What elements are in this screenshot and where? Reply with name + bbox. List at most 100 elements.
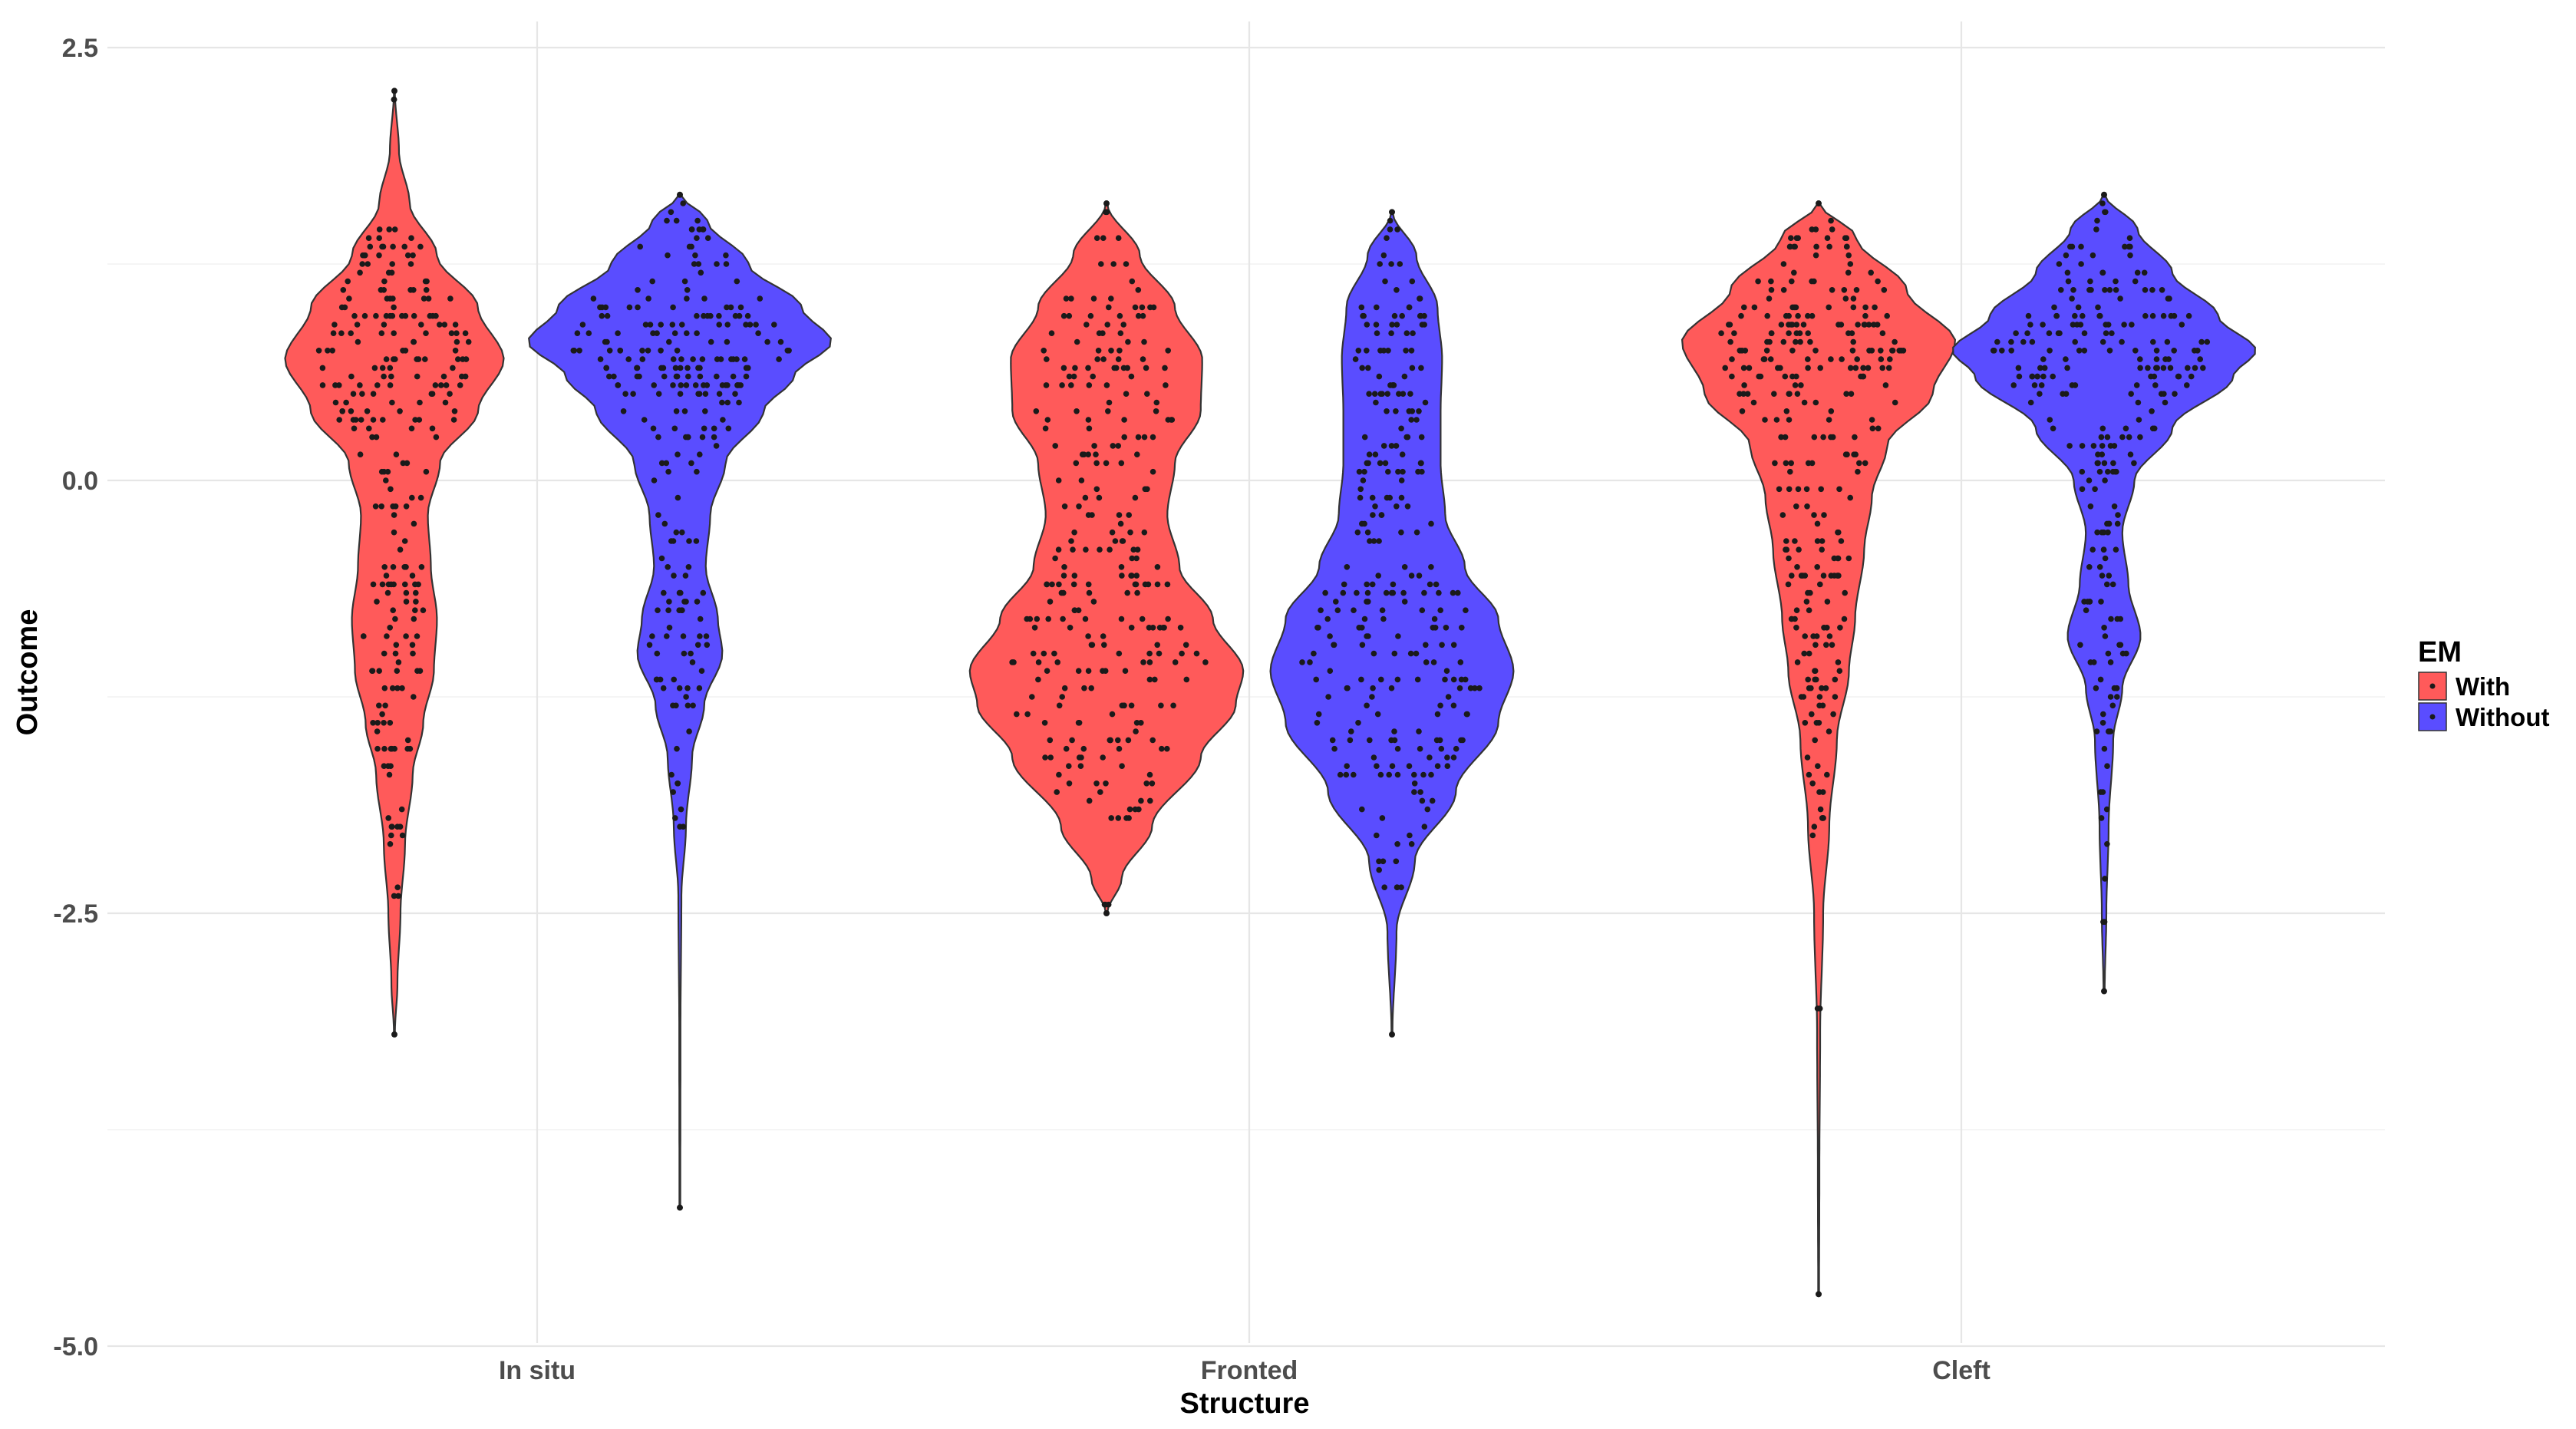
data-point: [1103, 209, 1110, 216]
data-point: [1829, 226, 1836, 233]
data-point: [1014, 711, 1020, 718]
data-point: [670, 702, 676, 709]
data-point: [1098, 261, 1104, 267]
data-point: [1128, 573, 1134, 579]
data-point: [1729, 356, 1735, 362]
data-point: [1044, 668, 1051, 674]
data-point: [1786, 486, 1793, 493]
data-point: [685, 373, 691, 380]
data-point: [2104, 841, 2110, 847]
data-point: [1074, 338, 1080, 345]
data-point: [686, 538, 692, 544]
data-point: [1177, 625, 1184, 631]
data-point: [696, 685, 703, 691]
data-point: [2086, 564, 2093, 570]
data-point: [1817, 365, 1823, 371]
data-point: [1361, 520, 1367, 527]
data-point: [2109, 330, 2115, 337]
data-point: [391, 304, 397, 311]
data-point: [374, 599, 380, 605]
data-point: [1801, 399, 1808, 406]
data-point: [1134, 589, 1140, 596]
data-point: [438, 382, 444, 388]
data-point: [1814, 564, 1820, 570]
data-point: [1393, 408, 1399, 414]
data-point: [694, 330, 700, 337]
data-point: [451, 408, 458, 414]
data-point: [1729, 373, 1735, 380]
data-point: [370, 720, 376, 726]
data-point: [2087, 659, 2094, 665]
data-point: [1839, 356, 1845, 362]
data-point: [617, 348, 623, 354]
data-point: [2126, 235, 2133, 242]
data-point: [376, 252, 382, 259]
data-point: [1801, 650, 1807, 657]
data-point: [689, 659, 696, 665]
x-axis-ticks: In situ Fronted Cleft: [499, 1356, 1991, 1385]
data-point: [697, 451, 703, 457]
data-point: [2110, 460, 2116, 467]
data-point: [442, 399, 449, 406]
data-point: [2096, 468, 2103, 475]
data-point: [1311, 650, 1317, 657]
data-point: [2100, 546, 2107, 553]
data-point: [1360, 312, 1366, 319]
data-point: [376, 226, 383, 233]
data-point: [1413, 529, 1420, 536]
data-point: [1761, 356, 1768, 362]
data-point: [1141, 434, 1148, 441]
data-point: [1803, 599, 1810, 605]
data-point: [1727, 338, 1733, 345]
data-point: [716, 322, 722, 328]
data-point: [681, 408, 688, 414]
data-point: [2184, 382, 2190, 388]
data-point: [332, 399, 339, 406]
data-point: [1800, 694, 1807, 700]
data-point: [1824, 625, 1830, 631]
data-point: [1153, 408, 1159, 414]
data-point: [692, 252, 698, 259]
data-point: [1364, 322, 1370, 328]
data-point: [361, 312, 368, 319]
data-point: [1369, 694, 1375, 700]
data-point: [2065, 278, 2072, 285]
data-point: [1811, 434, 1818, 441]
data-point: [2185, 365, 2191, 371]
data-point: [1398, 884, 1404, 890]
data-point: [681, 599, 688, 605]
data-point: [699, 434, 706, 441]
data-point: [2127, 243, 2133, 250]
data-point: [1398, 477, 1405, 483]
data-point: [425, 295, 432, 302]
data-point: [694, 312, 700, 319]
data-point: [637, 243, 643, 250]
data-point: [2093, 685, 2099, 691]
data-point: [1318, 607, 1324, 613]
data-point: [1804, 754, 1811, 761]
data-point: [713, 443, 720, 449]
data-point: [1066, 373, 1073, 380]
data-point: [1033, 408, 1040, 414]
data-point: [385, 815, 392, 821]
data-point: [2008, 348, 2014, 354]
data-point: [1738, 312, 1744, 319]
data-point: [1835, 573, 1842, 579]
data-point: [374, 745, 381, 752]
data-point: [1059, 382, 1065, 388]
data-point: [1357, 494, 1364, 501]
data-point: [1152, 676, 1158, 683]
data-point: [404, 737, 411, 744]
data-point: [655, 391, 662, 397]
data-point: [2109, 702, 2116, 709]
data-point: [1359, 806, 1365, 813]
data-point: [1370, 538, 1377, 544]
data-point: [1377, 771, 1384, 778]
data-point: [1404, 434, 1411, 441]
data-point: [1830, 711, 1836, 718]
data-point: [668, 538, 675, 544]
data-point: [1118, 460, 1125, 467]
data-point: [736, 312, 743, 319]
data-point: [1070, 373, 1077, 380]
data-point: [2101, 460, 2108, 467]
